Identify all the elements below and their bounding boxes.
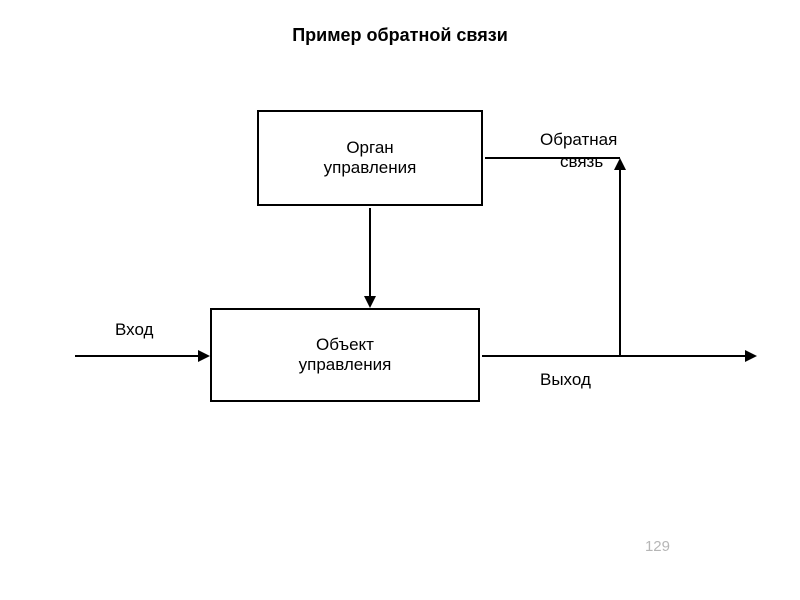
edges-layer — [0, 0, 800, 600]
label-input: Вход — [115, 320, 153, 340]
node-control-organ-line2: управления — [324, 158, 417, 178]
label-feedback-line1: Обратная — [540, 130, 617, 150]
node-control-object-line2: управления — [299, 355, 392, 375]
page-number: 129 — [645, 538, 670, 555]
node-control-organ-line1: Орган — [346, 138, 393, 158]
node-control-organ: Орган управления — [257, 110, 483, 206]
node-control-object-line1: Объект — [316, 335, 374, 355]
node-control-object: Объект управления — [210, 308, 480, 402]
label-feedback-line2: связь — [560, 152, 603, 172]
diagram-title: Пример обратной связи — [292, 25, 508, 46]
label-output: Выход — [540, 370, 591, 390]
